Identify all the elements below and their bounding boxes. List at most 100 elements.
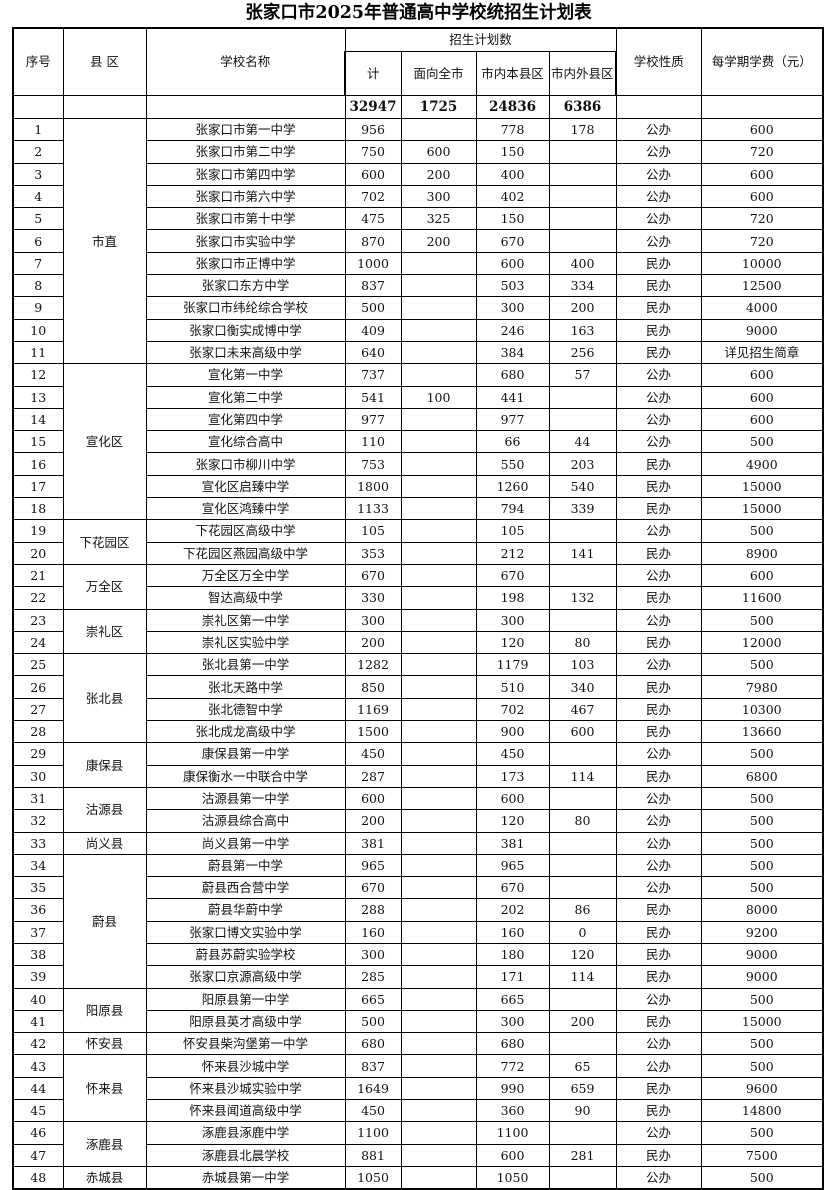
- cell-plan-out-county: 57: [548, 363, 617, 387]
- table-row: 28 张北成龙高级中学 1500 900 600 民办 13660: [12, 720, 825, 744]
- cell-plan-in-county: 600: [475, 251, 550, 276]
- cell-school-name: 蔚县第一中学: [145, 853, 346, 878]
- cell-school-nature: 公办: [615, 229, 702, 253]
- cell-school-nature: 民办: [615, 251, 702, 276]
- cell-tuition-fee: 10300: [700, 697, 825, 722]
- cell-plan-out-county: 178: [548, 117, 617, 142]
- cell-school-name: 崇礼区第一中学: [145, 608, 346, 632]
- cell-plan-total: 837: [344, 1054, 402, 1078]
- totals-total: 32947: [344, 95, 402, 119]
- cell-district: 尚义县: [62, 831, 147, 855]
- cell-plan-in-county: 1100: [475, 1121, 550, 1145]
- cell-school-nature: 公办: [615, 162, 702, 186]
- cell-school-nature: 民办: [615, 898, 702, 922]
- cell-plan-out-county: 163: [548, 318, 617, 342]
- cell-plan-in-county: 360: [475, 1099, 550, 1123]
- cell-plan-citywide: [400, 1121, 477, 1145]
- table-row: 13 宣化第二中学 541 100 441 公办 600: [12, 385, 825, 409]
- col-header-plan-group: 招生计划数: [344, 27, 617, 52]
- cell-plan-in-county: 105: [475, 519, 550, 543]
- cell-plan-total: 1169: [344, 697, 402, 722]
- cell-plan-citywide: [400, 1009, 477, 1034]
- cell-plan-citywide: [400, 452, 477, 476]
- cell-tuition-fee: 9000: [700, 318, 825, 342]
- cell-school-name: 张北县第一中学: [145, 653, 346, 677]
- cell-plan-in-county: 670: [475, 229, 550, 253]
- table-row: 38 蔚县苏蔚实验学校 300 180 120 民办 9000: [12, 942, 825, 967]
- cell-school-name: 宣化综合高中: [145, 430, 346, 454]
- cell-school-name: 张家口市实验中学: [145, 229, 346, 253]
- cell-plan-citywide: [400, 563, 477, 588]
- cell-no: 8: [12, 274, 64, 298]
- cell-no: 21: [12, 563, 64, 588]
- cell-plan-out-county: 114: [548, 764, 617, 788]
- cell-plan-in-county: 120: [475, 809, 550, 833]
- cell-plan-total: 110: [344, 430, 402, 454]
- cell-school-name: 蔚县华蔚中学: [145, 898, 346, 922]
- cell-plan-citywide: 300: [400, 184, 477, 209]
- cell-plan-citywide: [400, 1032, 477, 1056]
- cell-school-nature: 民办: [615, 720, 702, 744]
- cell-plan-citywide: [400, 1143, 477, 1167]
- cell-tuition-fee: 500: [700, 876, 825, 900]
- cell-school-nature: 民办: [615, 965, 702, 989]
- cell-school-name: 万全区万全中学: [145, 563, 346, 588]
- cell-plan-citywide: [400, 430, 477, 454]
- cell-no: 16: [12, 452, 64, 476]
- cell-plan-citywide: [400, 831, 477, 855]
- cell-tuition-fee: 500: [700, 1165, 825, 1190]
- cell-plan-out-county: 141: [548, 541, 617, 565]
- cell-plan-in-county: 772: [475, 1054, 550, 1078]
- cell-plan-citywide: [400, 1165, 477, 1190]
- totals-nature: [615, 95, 702, 119]
- cell-no: 34: [12, 853, 64, 878]
- cell-plan-total: 870: [344, 229, 402, 253]
- cell-plan-citywide: [400, 296, 477, 320]
- cell-school-nature: 民办: [615, 1099, 702, 1123]
- table-row: 20 下花园区燕园高级中学 353 212 141 民办 8900: [12, 541, 825, 565]
- cell-tuition-fee: 详见招生简章: [700, 340, 825, 365]
- cell-plan-out-county: 65: [548, 1054, 617, 1078]
- table-body: 32947 1725 24836 6386 1 市直 张家口市第一中学 956 778 178 公办…: [12, 95, 825, 1190]
- cell-plan-total: 160: [344, 920, 402, 944]
- cell-plan-in-county: 778: [475, 117, 550, 142]
- cell-plan-in-county: 150: [475, 207, 550, 231]
- cell-plan-in-county: 212: [475, 541, 550, 565]
- cell-tuition-fee: 15000: [700, 474, 825, 499]
- cell-plan-total: 670: [344, 876, 402, 900]
- cell-plan-citywide: [400, 876, 477, 900]
- cell-district: 涿鹿县: [62, 1121, 147, 1167]
- cell-plan-total: 665: [344, 987, 402, 1011]
- cell-school-nature: 公办: [615, 1054, 702, 1078]
- cell-plan-out-county: 400: [548, 251, 617, 276]
- cell-plan-total: 105: [344, 519, 402, 543]
- cell-no: 33: [12, 831, 64, 855]
- cell-school-name: 阳原县第一中学: [145, 987, 346, 1011]
- cell-school-name: 沽源县综合高中: [145, 809, 346, 833]
- table-row: 30 康保衡水一中联合中学 287 173 114 民办 6800: [12, 764, 825, 788]
- cell-school-nature: 公办: [615, 987, 702, 1011]
- cell-tuition-fee: 500: [700, 608, 825, 632]
- cell-plan-out-county: 90: [548, 1099, 617, 1123]
- cell-no: 24: [12, 630, 64, 655]
- table-row: 17 宣化区启臻中学 1800 1260 540 民办 15000: [12, 474, 825, 499]
- cell-tuition-fee: 600: [700, 117, 825, 142]
- cell-plan-total: 300: [344, 608, 402, 632]
- cell-tuition-fee: 9600: [700, 1076, 825, 1101]
- cell-district: 市直: [62, 117, 147, 365]
- cell-school-nature: 民办: [615, 630, 702, 655]
- cell-plan-total: 1282: [344, 653, 402, 677]
- cell-plan-in-county: 680: [475, 1032, 550, 1056]
- cell-no: 12: [12, 363, 64, 387]
- cell-no: 43: [12, 1054, 64, 1078]
- cell-plan-in-county: 1050: [475, 1165, 550, 1190]
- cell-district: 阳原县: [62, 987, 147, 1034]
- cell-plan-total: 287: [344, 764, 402, 788]
- cell-no: 13: [12, 385, 64, 409]
- cell-school-name: 智达高级中学: [145, 586, 346, 610]
- cell-plan-total: 850: [344, 675, 402, 699]
- cell-plan-citywide: [400, 318, 477, 342]
- cell-school-nature: 民办: [615, 497, 702, 521]
- cell-school-name: 阳原县英才高级中学: [145, 1009, 346, 1034]
- table-row: 46 涿鹿县 涿鹿县涿鹿中学 1100 1100 公办 500: [12, 1121, 825, 1167]
